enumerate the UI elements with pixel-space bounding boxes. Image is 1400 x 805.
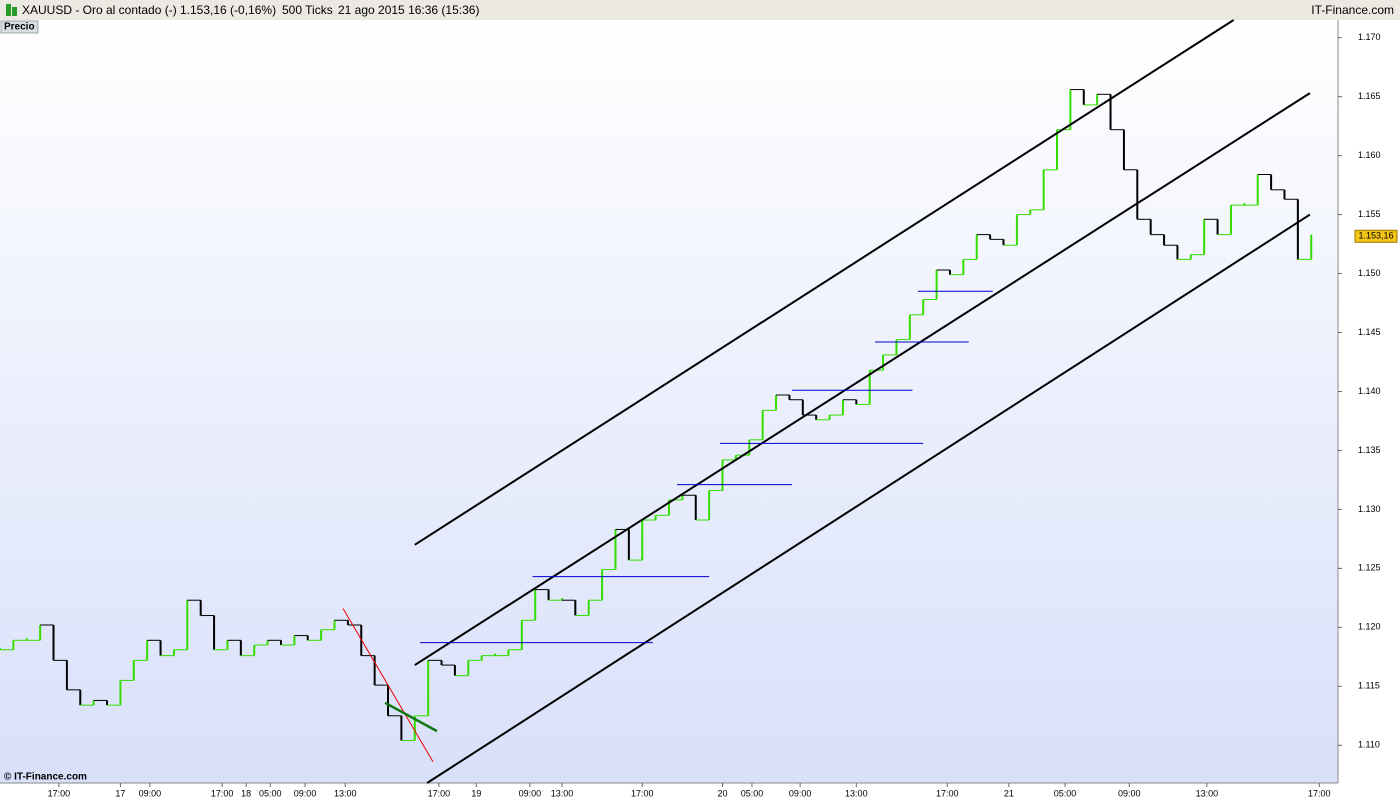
footer: © IT-Finance.com (4, 772, 87, 783)
period: 500 Ticks (282, 3, 333, 17)
y-tick-label: 1.150 (1358, 268, 1381, 278)
x-tick-label: 20 (718, 788, 728, 798)
header-icon (12, 7, 17, 16)
date: 21 ago 2015 16:36 (15:36) (338, 3, 479, 17)
x-tick-label: 09:00 (294, 788, 317, 798)
x-tick-label: 17:00 (631, 788, 654, 798)
y-tick-label: 1.155 (1358, 209, 1381, 219)
x-tick-label: 05:00 (1054, 788, 1077, 798)
header-icon (6, 4, 11, 16)
trendline (414, 92, 1311, 666)
trendline (426, 213, 1311, 784)
x-tick-label: 18 (241, 788, 251, 798)
last-price-box (1354, 229, 1398, 243)
last-price-label: 1.153,16 (1358, 231, 1393, 241)
y-tick-label: 1.120 (1358, 622, 1381, 632)
x-tick-label: 17:00 (1308, 788, 1331, 798)
trendline (414, 19, 1235, 546)
trendline (342, 608, 434, 763)
x-tick-label: 09:00 (139, 788, 162, 798)
symbol: XAUUSD - Oro al contado (-) (22, 3, 177, 17)
x-tick-label: 09:00 (1118, 788, 1141, 798)
y-tick-label: 1.115 (1358, 681, 1380, 691)
y-tick-label: 1.145 (1358, 327, 1381, 337)
y-tick-label: 1.140 (1358, 386, 1381, 396)
y-tick-label: 1.130 (1358, 504, 1381, 514)
x-tick-label: 05:00 (741, 788, 764, 798)
header-bar (0, 0, 1400, 20)
x-tick-label: 05:00 (259, 788, 282, 798)
x-tick-label: 17 (115, 788, 125, 798)
x-tick-label: 13:00 (551, 788, 574, 798)
brand: IT-Finance.com (1311, 3, 1394, 17)
x-tick-label: 17:00 (428, 788, 451, 798)
quote: 1.153,16 (-0,16%) (180, 3, 276, 17)
x-tick-label: 19 (471, 788, 481, 798)
y-label-box (0, 20, 39, 34)
x-tick-label: 13:00 (845, 788, 868, 798)
x-tick-label: 21 (1004, 788, 1014, 798)
y-tick-label: 1.160 (1358, 150, 1381, 160)
y-tick-label: 1.135 (1358, 445, 1381, 455)
y-tick-label: 1.125 (1358, 563, 1381, 573)
y-label: Precio (4, 22, 35, 33)
x-tick-label: 13:00 (1196, 788, 1219, 798)
y-tick-label: 1.170 (1358, 32, 1381, 42)
plot-area (0, 20, 1338, 783)
trendline (384, 701, 438, 733)
x-tick-label: 13:00 (334, 788, 357, 798)
x-tick-label: 17:00 (211, 788, 234, 798)
x-tick-label: 09:00 (519, 788, 542, 798)
x-tick-label: 17:00 (936, 788, 959, 798)
x-tick-label: 17:00 (48, 788, 71, 798)
y-tick-label: 1.110 (1358, 740, 1380, 750)
x-tick-label: 09:00 (789, 788, 812, 798)
y-tick-label: 1.165 (1358, 91, 1381, 101)
